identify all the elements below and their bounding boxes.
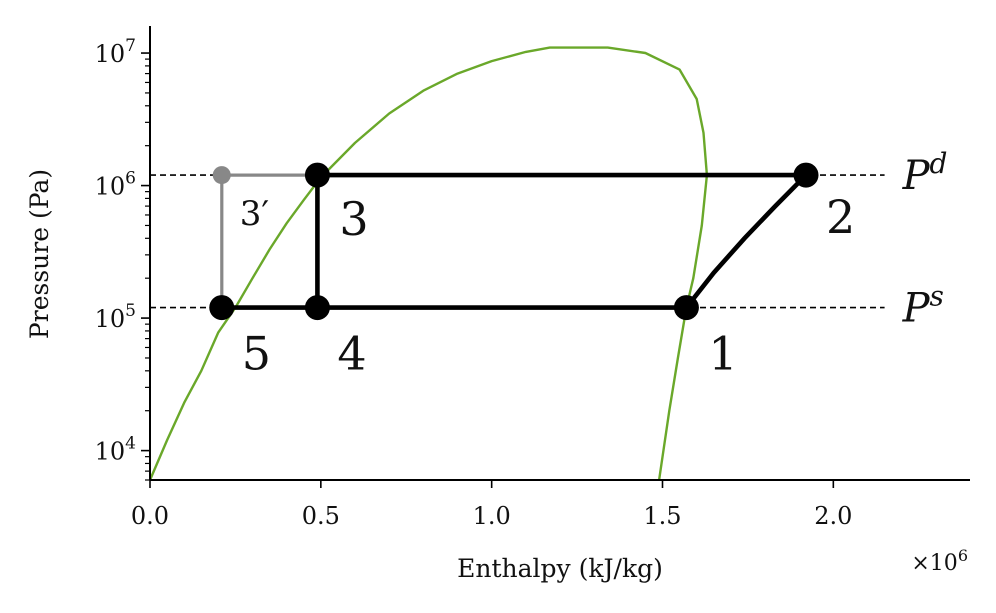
cycle-segment-1-2 (684, 172, 809, 310)
y-tick-label: 104 (95, 434, 136, 466)
x-tick-label: 0.5 (302, 502, 340, 530)
cycle-point-5 (209, 295, 235, 321)
cycle-point-3p (212, 166, 231, 185)
cycle-point-label-2: 2 (826, 190, 855, 244)
x-multiplier-label: ×106 (911, 546, 968, 576)
alternate-path (220, 173, 318, 308)
x-tick-label: 1.5 (643, 502, 681, 530)
cycle-point-label-1: 1 (708, 327, 737, 381)
x-tick-label: 0.0 (131, 502, 169, 530)
cycle-point-3 (304, 162, 330, 188)
cycle-point-label-3: 3 (339, 192, 368, 246)
cycle-point-label-3p: 3′ (240, 194, 269, 234)
y-tick-label: 107 (95, 36, 136, 68)
cycle-point-label-5: 5 (242, 327, 271, 381)
cycle-path (219, 172, 809, 310)
cycle-points: 1 2 3 3′ 4 5 (209, 162, 855, 381)
cycle-point-1 (673, 295, 699, 321)
saturation-dome (148, 46, 709, 481)
y-tick-label: 106 (95, 169, 136, 201)
pressure-level-label-d: Pd (902, 147, 948, 199)
y-axis-label: Pressure (Pa) (25, 169, 54, 339)
y-tick-label: 105 (95, 301, 136, 333)
cycle-point-2 (793, 162, 819, 188)
alternate-path-line (220, 173, 318, 308)
saturation-dome-curve (148, 46, 709, 481)
x-axis-label: Enthalpy (kJ/kg) (457, 554, 663, 583)
x-tick-label: 2.0 (814, 502, 852, 530)
pressure-level-label-s: Ps (902, 280, 944, 332)
cycle-point-label-4: 4 (337, 327, 366, 381)
x-tick-label: 1.0 (473, 502, 511, 530)
cycle-point-4 (304, 295, 330, 321)
axes: 0.0 0.5 1.0 1.5 2.0 104 105 106 107 (95, 26, 970, 530)
